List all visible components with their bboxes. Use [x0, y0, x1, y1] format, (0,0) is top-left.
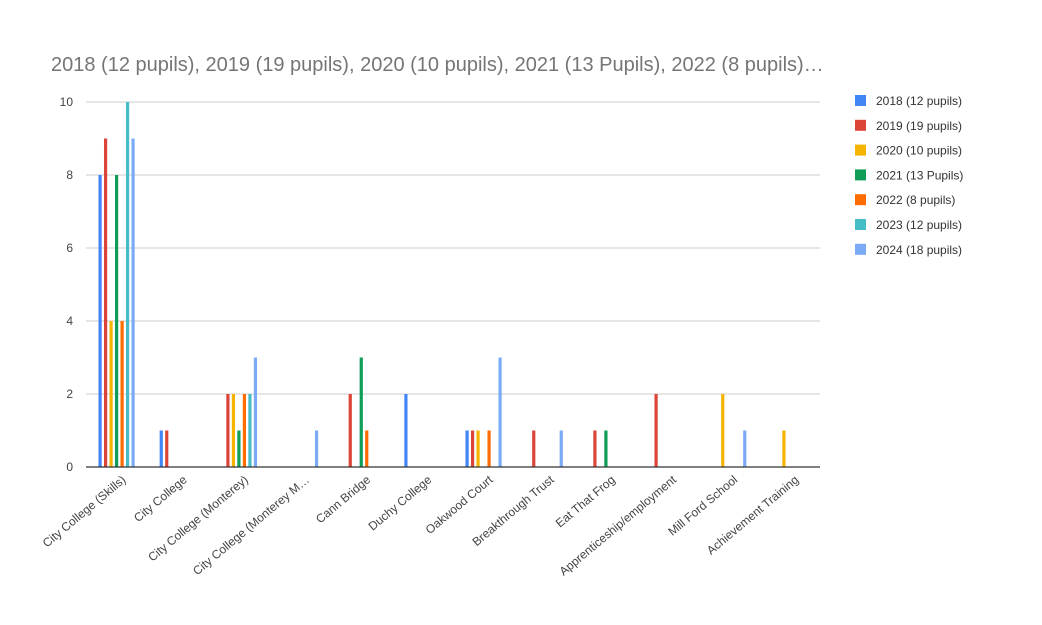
legend-label: 2019 (19 pupils) — [876, 119, 962, 133]
bar — [359, 357, 363, 467]
legend-label: 2022 (8 pupils) — [876, 193, 955, 207]
y-tick-label: 8 — [66, 168, 73, 182]
bar — [532, 430, 536, 467]
bar — [404, 394, 408, 467]
y-tick-label: 6 — [66, 241, 73, 255]
bar — [593, 430, 597, 467]
bar — [98, 175, 102, 467]
legend-swatch — [855, 194, 866, 206]
legend-label: 2024 (18 pupils) — [876, 243, 962, 257]
bar — [109, 321, 113, 467]
x-tick-label: Cann Bridge — [313, 472, 373, 526]
bar — [365, 430, 369, 467]
bar — [476, 430, 480, 467]
legend-swatch — [855, 169, 866, 181]
bar — [654, 394, 658, 467]
legend-swatch — [855, 144, 866, 156]
x-tick-label: City College (Monterey M… — [190, 473, 312, 578]
y-tick-label: 0 — [66, 460, 73, 474]
legend-label: 2020 (10 pupils) — [876, 144, 962, 158]
bar — [721, 394, 725, 467]
bar — [103, 138, 108, 467]
legend-swatch — [855, 243, 866, 255]
bar — [348, 394, 352, 467]
bar — [231, 394, 236, 467]
bar — [559, 430, 563, 467]
x-tick-label: Eat That Frog — [553, 473, 618, 531]
bar — [159, 430, 163, 467]
bar — [248, 394, 252, 467]
x-tick-label: Apprenticeship/employment — [557, 472, 680, 578]
x-tick-label: City College (Monterey) — [145, 473, 251, 565]
y-tick-label: 10 — [60, 95, 74, 109]
y-tick-label: 2 — [66, 387, 73, 401]
bar — [604, 430, 608, 467]
bar — [120, 321, 124, 467]
bar — [125, 102, 130, 467]
bar — [487, 430, 491, 467]
bar — [743, 430, 747, 467]
legend-swatch — [855, 119, 866, 131]
y-tick-label: 4 — [66, 314, 73, 328]
bar — [114, 175, 119, 467]
bar — [782, 430, 786, 467]
bar — [242, 394, 247, 467]
bar — [314, 430, 319, 467]
chart-title: 2018 (12 pupils), 2019 (19 pupils), 2020… — [51, 54, 824, 76]
legend-swatch — [855, 219, 866, 230]
bar — [470, 430, 475, 467]
bar — [226, 394, 230, 467]
bar — [237, 430, 241, 467]
bar — [165, 430, 169, 467]
legend-label: 2021 (13 Pupils) — [876, 168, 963, 182]
bar — [465, 430, 469, 467]
bar — [131, 138, 135, 467]
legend-label: 2023 (12 pupils) — [876, 218, 962, 232]
x-tick-label: City College — [131, 472, 190, 525]
bar — [253, 357, 258, 467]
bar — [498, 357, 502, 467]
x-tick-label: City College (Skills) — [40, 473, 129, 551]
legend-label: 2018 (12 pupils) — [876, 94, 962, 108]
legend-swatch — [855, 95, 866, 106]
